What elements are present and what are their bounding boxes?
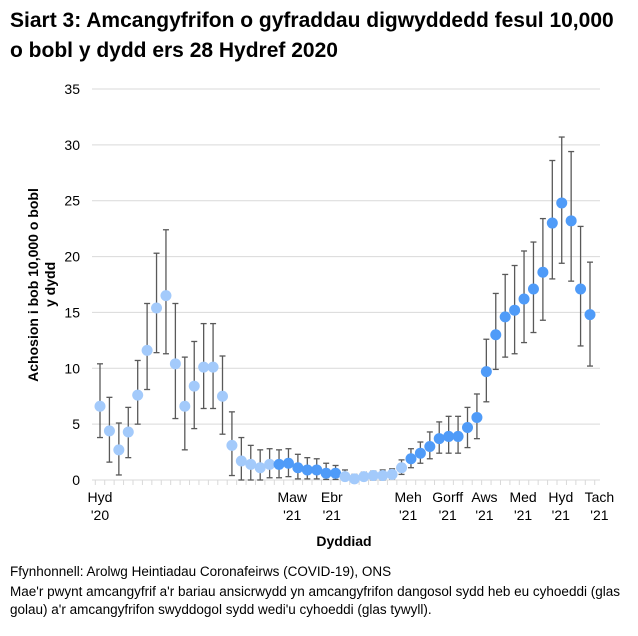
y-axis-title-line2: y dydd — [42, 262, 58, 307]
y-tick-label: 0 — [72, 472, 80, 488]
x-tick-label-year: '21 — [514, 507, 532, 523]
data-point-published — [433, 433, 445, 445]
x-tick-label: Ebr — [321, 489, 343, 505]
data-point-published — [471, 411, 483, 423]
data-point-unpublished — [198, 361, 210, 373]
x-tick-label: Tach — [585, 489, 615, 505]
y-tick-label: 25 — [64, 193, 80, 209]
data-point-unpublished — [358, 471, 370, 483]
data-point-published — [537, 266, 549, 278]
x-tick-label: Hyd — [548, 489, 573, 505]
note-text: Mae'r pwynt amcangyfrif a'r bariau ansic… — [10, 584, 620, 617]
data-point-unpublished — [396, 462, 408, 474]
data-point-published — [452, 430, 464, 442]
x-tick-label-year: '21 — [399, 507, 417, 523]
data-point-unpublished — [179, 400, 191, 412]
source-text: Ffynhonnell: Arolwg Heintiadau Coronafei… — [10, 564, 392, 579]
data-point-published — [518, 293, 530, 305]
data-point-published — [311, 464, 323, 476]
data-point-published — [546, 217, 558, 229]
data-point-published — [282, 457, 294, 469]
y-axis-title-line1: Achosion i bob 10,000 o bobl — [25, 188, 41, 382]
data-point-unpublished — [103, 425, 115, 437]
y-tick-label: 15 — [64, 304, 80, 320]
data-point-published — [273, 458, 285, 470]
data-point-published — [509, 304, 521, 316]
data-point-published — [499, 311, 511, 323]
x-tick-label: Maw — [277, 489, 307, 505]
y-tick-label: 5 — [72, 416, 80, 432]
data-point-unpublished — [386, 468, 398, 480]
data-point-published — [480, 366, 492, 378]
data-point-published — [556, 197, 568, 209]
data-point-published — [565, 215, 577, 227]
x-tick-label-year: '21 — [323, 507, 341, 523]
data-point-published — [301, 464, 313, 476]
data-point-unpublished — [264, 458, 276, 470]
data-point-unpublished — [235, 455, 247, 467]
data-point-published — [575, 283, 587, 295]
x-tick-label: Hyd — [88, 489, 113, 505]
x-tick-label-year: '21 — [552, 507, 570, 523]
data-point-published — [320, 467, 332, 479]
x-tick-label-year: '21 — [475, 507, 493, 523]
x-tick-label-year: '21 — [439, 507, 457, 523]
data-point-published — [414, 447, 426, 459]
data-point-unpublished — [207, 361, 219, 373]
x-tick-label: Gorff — [432, 489, 463, 505]
y-tick-label: 20 — [64, 249, 80, 265]
data-point-unpublished — [94, 400, 106, 412]
x-tick-label-year: '21 — [590, 507, 608, 523]
data-point-unpublished — [160, 290, 172, 302]
data-point-published — [490, 329, 502, 341]
x-tick-label: Aws — [471, 489, 497, 505]
x-axis-title: Dyddiad — [316, 533, 371, 549]
data-point-unpublished — [245, 458, 257, 470]
data-point-published — [462, 421, 473, 433]
data-point-published — [527, 283, 539, 295]
x-tick-label: Med — [509, 489, 536, 505]
data-point-published — [292, 462, 304, 474]
x-tick-label-year: '20 — [91, 507, 109, 523]
data-point-unpublished — [122, 426, 134, 438]
data-point-unpublished — [339, 471, 351, 483]
data-point-unpublished — [217, 390, 228, 402]
data-point-unpublished — [188, 380, 200, 392]
data-point-unpublished — [113, 444, 125, 456]
data-point-unpublished — [254, 462, 266, 474]
x-tick-label: Meh — [395, 489, 422, 505]
data-point-unpublished — [151, 302, 163, 314]
data-point-unpublished — [377, 470, 389, 482]
data-point-published — [405, 453, 417, 465]
data-point-unpublished — [141, 344, 153, 356]
data-point-published — [584, 309, 596, 321]
data-point-unpublished — [132, 389, 144, 401]
x-tick-label-year: '21 — [283, 507, 301, 523]
chart-title: Siart 3: Amcangyfrifon o gyfraddau digwy… — [10, 9, 614, 62]
data-point-unpublished — [169, 358, 181, 370]
data-point-published — [424, 440, 436, 452]
data-point-unpublished — [348, 473, 360, 485]
y-tick-label: 10 — [64, 360, 80, 376]
y-tick-label: 30 — [64, 137, 80, 153]
data-point-unpublished — [226, 439, 238, 451]
data-point-unpublished — [367, 470, 379, 482]
data-point-published — [443, 430, 455, 442]
data-point-published — [330, 467, 342, 479]
y-tick-label: 35 — [64, 81, 80, 97]
